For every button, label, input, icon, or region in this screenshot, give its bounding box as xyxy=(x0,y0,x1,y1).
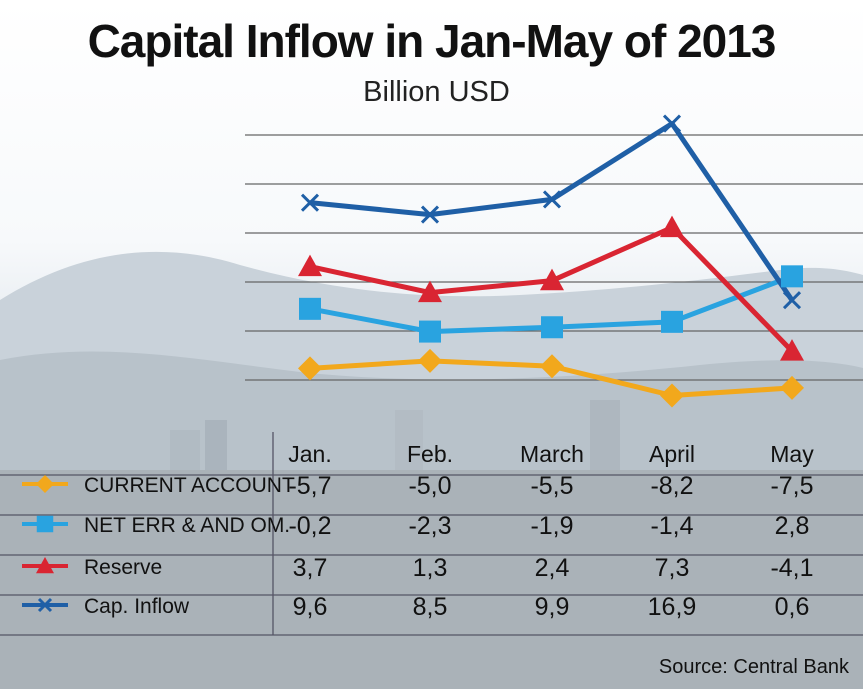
data-point xyxy=(660,383,684,408)
table-cell: 9,6 xyxy=(293,593,328,621)
table-cell: 7,3 xyxy=(655,554,690,582)
legend-label: Reserve xyxy=(84,556,162,579)
legend-marker xyxy=(36,515,54,533)
x-tick-label: May xyxy=(770,441,814,467)
data-point xyxy=(540,268,564,291)
legend-label: Cap. Inflow xyxy=(84,595,190,618)
data-table: Jan. Feb. March April May CURRENT ACCOUNT-5,7… xyxy=(0,432,863,636)
legend-label: CURRENT ACCOUNT xyxy=(84,474,295,497)
data-point xyxy=(542,190,562,209)
table-cell: -5,5 xyxy=(530,472,573,500)
x-tick-label: Jan. xyxy=(288,441,331,467)
table-cell: 9,9 xyxy=(535,593,570,621)
table-cell: 1,3 xyxy=(413,554,448,582)
x-tick-label: Feb. xyxy=(407,441,453,467)
x-tick-label: April xyxy=(649,441,695,467)
data-point xyxy=(781,265,803,288)
data-point xyxy=(540,354,564,379)
table-cell: -1,4 xyxy=(650,512,693,540)
gridlines xyxy=(245,134,863,381)
chart-subtitle: Billion USD xyxy=(363,76,510,108)
table-cell: -5,7 xyxy=(288,472,331,500)
x-tick-label: March xyxy=(520,441,584,467)
data-point xyxy=(541,316,563,339)
table-cell: 8,5 xyxy=(413,593,448,621)
table-cell: 2,8 xyxy=(775,512,810,540)
table-cell: 3,7 xyxy=(293,554,328,582)
data-point xyxy=(782,291,802,310)
table-cell: -0,2 xyxy=(288,512,331,540)
data-point xyxy=(780,375,804,400)
data-point xyxy=(418,348,442,373)
chart-title: Capital Inflow in Jan-May of 2013 xyxy=(87,15,777,67)
data-point xyxy=(661,310,683,333)
data-point xyxy=(300,193,320,212)
table-cell: -1,9 xyxy=(530,512,573,540)
table-cell: -5,0 xyxy=(408,472,451,500)
data-point xyxy=(420,205,440,224)
data-point xyxy=(418,280,442,303)
table-cell: -7,5 xyxy=(770,472,813,500)
data-point xyxy=(298,356,322,381)
data-point xyxy=(662,114,682,133)
table-cell: -8,2 xyxy=(650,472,693,500)
table-cell: -4,1 xyxy=(770,554,813,582)
table-cell: 0,6 xyxy=(775,593,810,621)
legend-marker xyxy=(37,597,53,613)
table-cell: 16,9 xyxy=(648,593,697,621)
data-point xyxy=(419,320,441,343)
legend-marker xyxy=(36,475,54,493)
series-markers xyxy=(298,114,804,408)
data-point xyxy=(660,215,684,238)
data-point xyxy=(780,339,804,361)
source-note: Source: Central Bank xyxy=(658,656,849,678)
table-cell: -2,3 xyxy=(408,512,451,540)
series-lines xyxy=(309,121,795,398)
data-point xyxy=(298,254,322,277)
legend-label: NET ERR & AND OM. xyxy=(84,514,290,537)
data-point xyxy=(299,297,321,320)
legend-marker xyxy=(36,557,54,574)
table-cell: 2,4 xyxy=(535,554,570,582)
